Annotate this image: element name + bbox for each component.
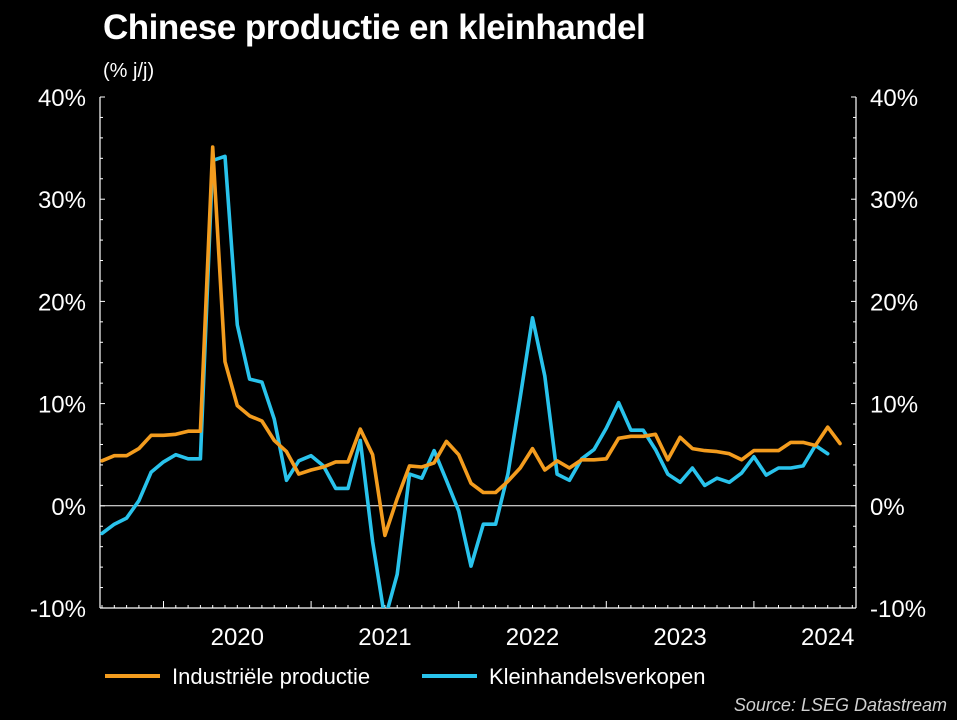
x-tick-label: 2021 (358, 624, 411, 651)
y-tick-label-right: -10% (870, 596, 926, 623)
x-tick-label: 2024 (801, 624, 854, 651)
y-tick-label-left: 10% (38, 392, 86, 419)
legend-label: Industriële productie (172, 664, 370, 689)
series-line-kleinhandelsverkopen (100, 154, 830, 608)
y-tick-label-left: 0% (51, 494, 86, 521)
chart-subtitle: (% j/j) (103, 60, 155, 82)
y-tick-label-right: 30% (870, 187, 918, 214)
legend: Industriële productie Kleinhandelsverkope… (105, 664, 706, 689)
y-tick-label-left: 40% (38, 85, 86, 112)
source-note: Source: LSEG Datastream (733, 695, 947, 715)
y-tick-label-right: 10% (870, 392, 918, 419)
y-tick-label-left: -10% (30, 596, 86, 623)
y-tick-label-right: 0% (870, 494, 905, 521)
y-tick-label-left: 30% (38, 187, 86, 214)
x-tick-label: 2023 (653, 624, 706, 651)
x-tick-label: 2022 (506, 624, 559, 651)
y-tick-label-right: 40% (870, 85, 918, 112)
series-layer (100, 145, 842, 608)
y-tick-label-right: 20% (870, 289, 918, 316)
legend-label: Kleinhandelsverkopen (489, 664, 706, 689)
axes: 40% 40% 30% 30% 20% 20% 10% 10% 0% 0% -10% -10% 2020… (30, 85, 926, 651)
chart-title: Chinese productie en kleinhandel (103, 8, 646, 47)
series-line-industri-le-productie (100, 145, 842, 538)
x-tick-label: 2020 (211, 624, 264, 651)
y-tick-label-left: 20% (38, 289, 86, 316)
